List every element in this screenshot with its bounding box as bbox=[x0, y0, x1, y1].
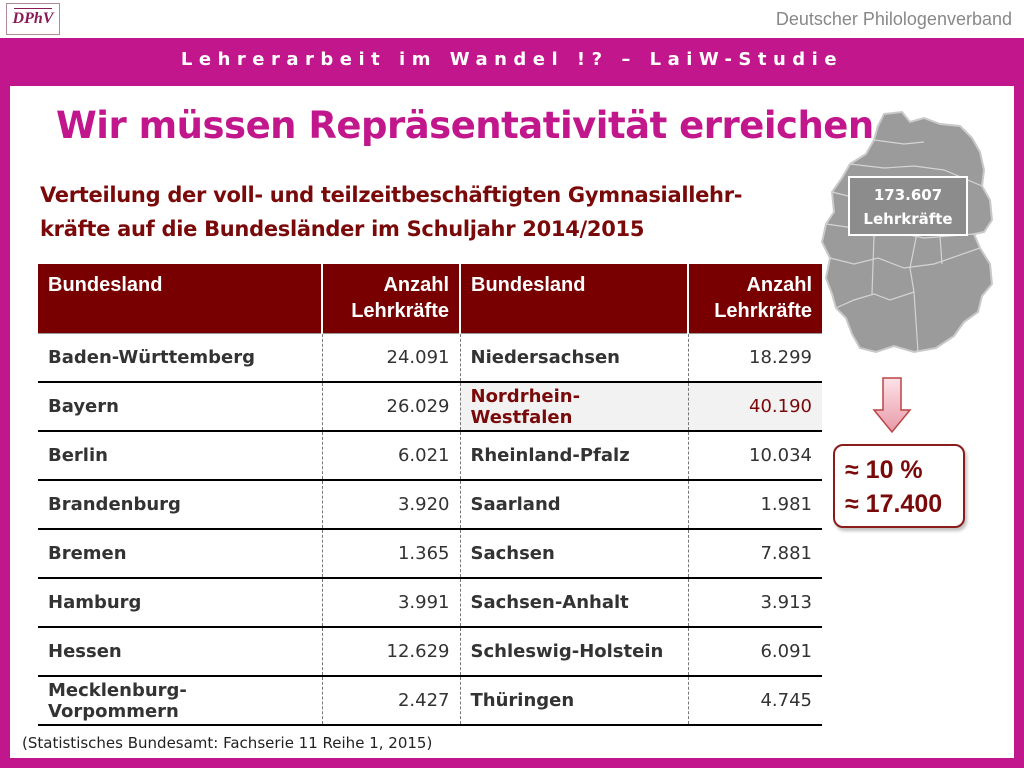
land-name: Niedersachsen bbox=[460, 332, 689, 383]
header-anzahl-line1: Anzahl bbox=[383, 274, 449, 296]
sample-percent: ≈ 10 % bbox=[845, 456, 923, 484]
table-row: Bremen 1.365 Sachsen 7.881 bbox=[38, 529, 822, 579]
teacher-count: 4.745 bbox=[688, 676, 822, 726]
logo-text: DPhV bbox=[12, 10, 54, 27]
header-anzahl-line2: Lehrkräfte bbox=[714, 300, 812, 322]
teacher-count: 3.920 bbox=[322, 480, 461, 530]
teacher-count: 12.629 bbox=[322, 627, 461, 677]
down-arrow-icon bbox=[872, 377, 912, 434]
table-row: Berlin 6.021 Rheinland-Pfalz 10.034 bbox=[38, 431, 822, 481]
subtitle-line-1: Verteilung der voll- und teilzeitbeschäf… bbox=[40, 183, 743, 207]
banner-text: Lehrerarbeit im Wandel !? – LaiW-Studie bbox=[180, 49, 844, 70]
total-teachers-unit: Lehrkräfte bbox=[863, 210, 953, 228]
land-name: Brandenburg bbox=[38, 480, 323, 530]
teacher-count: 3.991 bbox=[322, 578, 461, 628]
dphv-logo: DPhV bbox=[6, 3, 60, 35]
teacher-count: 6.091 bbox=[688, 627, 822, 677]
header-anzahl-line1: Anzahl bbox=[746, 274, 812, 296]
table-row: Hessen 12.629 Schleswig-Holstein 6.091 bbox=[38, 627, 822, 677]
teacher-count: 2.427 bbox=[322, 676, 461, 726]
table-row: Hamburg 3.991 Sachsen-Anhalt 3.913 bbox=[38, 578, 822, 628]
content-area: Wir müssen Repräsentativität erreichen. … bbox=[10, 86, 1014, 758]
teacher-count: 10.034 bbox=[688, 431, 822, 481]
slide-title: Wir müssen Repräsentativität erreichen. bbox=[56, 104, 888, 147]
land-name: Rheinland-Pfalz bbox=[460, 431, 689, 481]
header-anzahl-line2: Lehrkräfte bbox=[351, 300, 449, 322]
top-strip: DPhV Deutscher Philologenverband bbox=[0, 0, 1024, 38]
total-teachers-value: 173.607 bbox=[873, 186, 943, 204]
land-name: Mecklenburg-Vorpommern bbox=[38, 676, 323, 726]
teacher-count: 1.365 bbox=[322, 529, 461, 579]
land-name: Baden-Württemberg bbox=[38, 332, 323, 383]
header-bundesland-left: Bundesland bbox=[38, 264, 323, 333]
teacher-count: 24.091 bbox=[322, 332, 461, 383]
land-name: Berlin bbox=[38, 431, 323, 481]
land-name-highlighted: Nordrhein-Westfalen bbox=[460, 382, 689, 432]
teacher-count: 7.881 bbox=[688, 529, 822, 579]
organization-name: Deutscher Philologenverband bbox=[775, 9, 1012, 29]
banner: Lehrerarbeit im Wandel !? – LaiW-Studie bbox=[0, 38, 1024, 86]
teacher-count: 1.981 bbox=[688, 480, 822, 530]
table-row: Baden-Württemberg 24.091 Niedersachsen 1… bbox=[38, 332, 822, 383]
teacher-distribution-table: Bundesland Anzahl Lehrkräfte Bundesland … bbox=[38, 264, 822, 726]
total-teachers-label: 173.607 Lehrkräfte bbox=[848, 176, 968, 236]
sample-target-box: ≈ 10 % ≈ 17.400 bbox=[833, 444, 965, 528]
table-row: Brandenburg 3.920 Saarland 1.981 bbox=[38, 480, 822, 530]
teacher-count: 3.913 bbox=[688, 578, 822, 628]
land-name: Hamburg bbox=[38, 578, 323, 628]
teacher-count: 18.299 bbox=[688, 332, 822, 383]
land-name: Saarland bbox=[460, 480, 689, 530]
table-row: Bayern 26.029 Nordrhein-Westfalen 40.190 bbox=[38, 382, 822, 432]
land-name: Sachsen-Anhalt bbox=[460, 578, 689, 628]
header-bundesland-right: Bundesland bbox=[460, 264, 689, 333]
table-row: Mecklenburg-Vorpommern 2.427 Thüringen 4… bbox=[38, 676, 822, 726]
land-name: Schleswig-Holstein bbox=[460, 627, 689, 677]
source-citation: (Statistisches Bundesamt: Fachserie 11 R… bbox=[22, 734, 433, 752]
land-name: Bayern bbox=[38, 382, 323, 432]
teacher-count: 6.021 bbox=[322, 431, 461, 481]
teacher-count-highlighted: 40.190 bbox=[688, 382, 822, 432]
logo-roof-icon bbox=[14, 8, 52, 14]
table-subtitle: Verteilung der voll- und teilzeitbeschäf… bbox=[40, 178, 800, 246]
sample-count: ≈ 17.400 bbox=[845, 490, 943, 518]
land-name: Bremen bbox=[38, 529, 323, 579]
land-name: Thüringen bbox=[460, 676, 689, 726]
subtitle-line-2: kräfte auf die Bundesländer im Schuljahr… bbox=[40, 217, 645, 241]
land-name: Hessen bbox=[38, 627, 323, 677]
header-anzahl-right: Anzahl Lehrkräfte bbox=[688, 264, 822, 333]
land-name: Sachsen bbox=[460, 529, 689, 579]
header-anzahl-left: Anzahl Lehrkräfte bbox=[322, 264, 461, 333]
teacher-count: 26.029 bbox=[322, 382, 461, 432]
table-header-row: Bundesland Anzahl Lehrkräfte Bundesland … bbox=[38, 264, 822, 333]
